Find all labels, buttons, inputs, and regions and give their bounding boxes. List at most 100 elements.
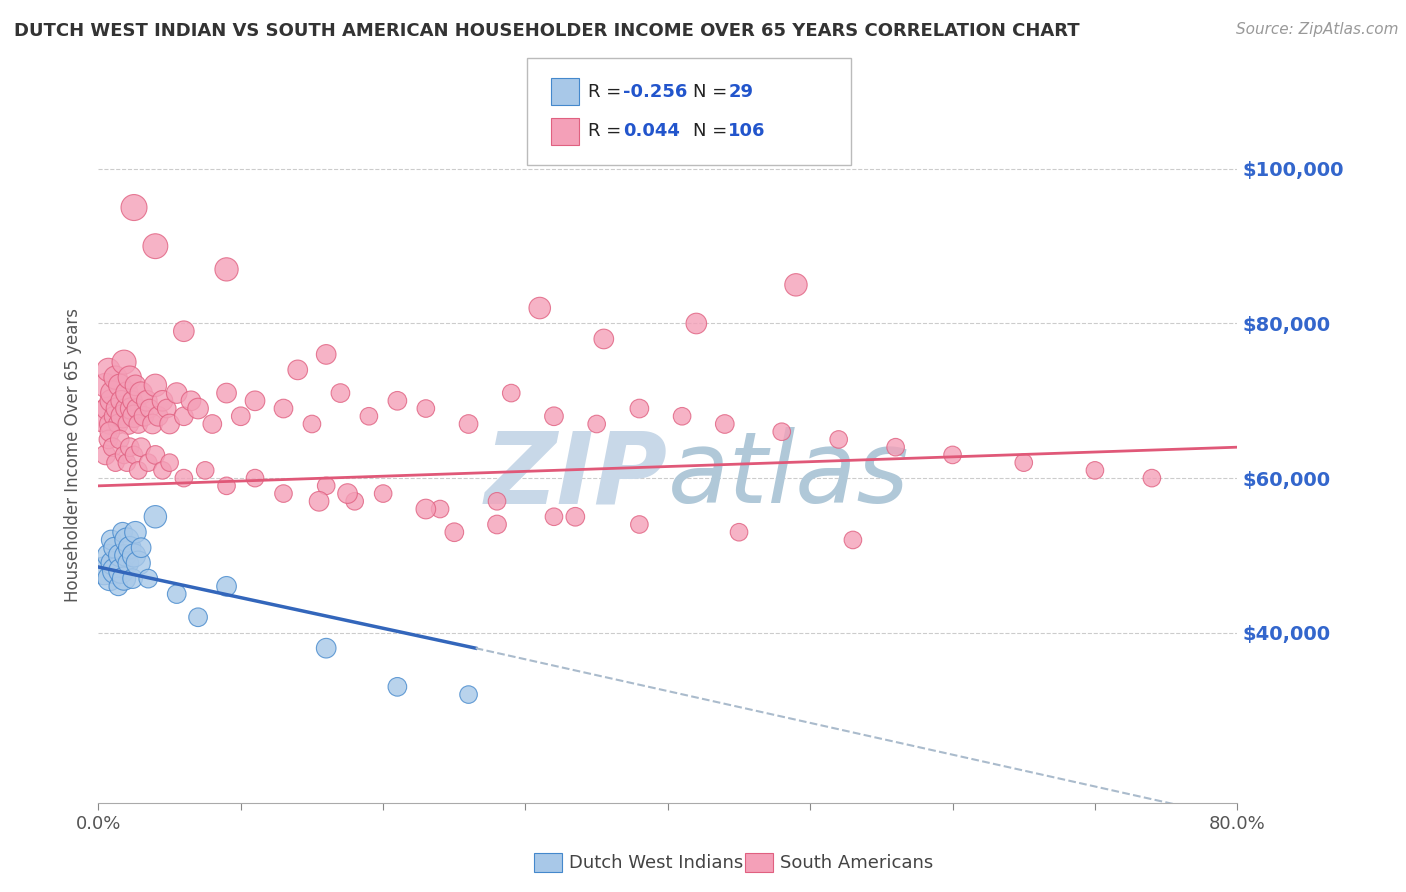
Text: atlas: atlas <box>668 427 910 524</box>
Point <box>145 509 167 524</box>
Point <box>107 579 129 593</box>
Point <box>728 525 751 540</box>
Point <box>457 417 479 431</box>
Point <box>115 533 138 547</box>
Point <box>132 409 155 424</box>
Point <box>785 277 807 292</box>
Text: R =: R = <box>588 122 627 140</box>
Point <box>942 448 965 462</box>
Point <box>842 533 865 547</box>
Point <box>105 401 128 416</box>
Text: 106: 106 <box>728 122 766 140</box>
Point <box>127 556 149 570</box>
Point <box>415 502 437 516</box>
Text: Dutch West Indians: Dutch West Indians <box>569 854 744 871</box>
Point <box>136 572 159 586</box>
Point <box>124 378 146 392</box>
Point <box>828 433 851 447</box>
Point <box>770 425 793 439</box>
Point <box>357 409 380 424</box>
Text: 29: 29 <box>728 83 754 101</box>
Text: N =: N = <box>693 122 733 140</box>
Point <box>229 409 252 424</box>
Point <box>1012 456 1035 470</box>
Point <box>104 564 127 578</box>
Point <box>118 440 141 454</box>
Point <box>129 440 152 454</box>
Point <box>336 486 359 500</box>
Point <box>152 393 174 408</box>
Point <box>156 401 179 416</box>
Point <box>115 456 138 470</box>
Point <box>103 409 125 424</box>
Point <box>166 386 188 401</box>
Point <box>215 579 238 593</box>
Point <box>117 556 139 570</box>
Point <box>124 525 146 540</box>
Point <box>129 386 152 401</box>
Point <box>104 456 127 470</box>
Point <box>145 239 167 253</box>
Text: Source: ZipAtlas.com: Source: ZipAtlas.com <box>1236 22 1399 37</box>
Point <box>173 409 195 424</box>
Point <box>529 301 551 315</box>
Point <box>543 409 565 424</box>
Point <box>457 688 479 702</box>
Point <box>714 417 737 431</box>
Point <box>301 417 323 431</box>
Text: -0.256: -0.256 <box>623 83 688 101</box>
Point <box>415 401 437 416</box>
Point <box>187 610 209 624</box>
Point <box>94 378 117 392</box>
Point <box>443 525 465 540</box>
Point <box>145 378 167 392</box>
Point <box>273 486 295 500</box>
Point <box>94 448 117 462</box>
Point <box>97 433 120 447</box>
Point <box>101 440 124 454</box>
Point <box>543 509 565 524</box>
Point <box>152 463 174 477</box>
Point <box>387 680 409 694</box>
Point <box>112 355 135 369</box>
Point <box>103 541 125 555</box>
Point <box>125 401 148 416</box>
Point <box>671 409 693 424</box>
Point <box>564 509 586 524</box>
Point <box>486 494 509 508</box>
Point <box>884 440 907 454</box>
Point <box>287 363 309 377</box>
Point <box>104 370 127 384</box>
Text: ZIP: ZIP <box>485 427 668 524</box>
Point <box>121 393 143 408</box>
Point <box>486 517 509 532</box>
Point <box>98 572 121 586</box>
Point <box>114 401 136 416</box>
Point <box>108 549 131 563</box>
Point <box>166 587 188 601</box>
Point <box>135 393 157 408</box>
Point <box>100 393 122 408</box>
Point <box>98 417 121 431</box>
Point <box>118 541 141 555</box>
Point <box>108 433 131 447</box>
Point <box>120 401 142 416</box>
Point <box>1140 471 1163 485</box>
Text: DUTCH WEST INDIAN VS SOUTH AMERICAN HOUSEHOLDER INCOME OVER 65 YEARS CORRELATION: DUTCH WEST INDIAN VS SOUTH AMERICAN HOUS… <box>14 22 1080 40</box>
Point <box>194 463 217 477</box>
Point <box>315 641 337 656</box>
Point <box>127 417 149 431</box>
Point <box>145 448 167 462</box>
Point <box>122 201 145 215</box>
Point <box>136 456 159 470</box>
Point <box>111 409 134 424</box>
Point <box>373 486 395 500</box>
Point <box>187 401 209 416</box>
Point <box>315 479 337 493</box>
Point <box>122 409 145 424</box>
Point <box>91 409 114 424</box>
Point <box>112 572 135 586</box>
Point <box>107 417 129 431</box>
Y-axis label: Householder Income Over 65 years: Householder Income Over 65 years <box>65 308 83 602</box>
Point <box>343 494 366 508</box>
